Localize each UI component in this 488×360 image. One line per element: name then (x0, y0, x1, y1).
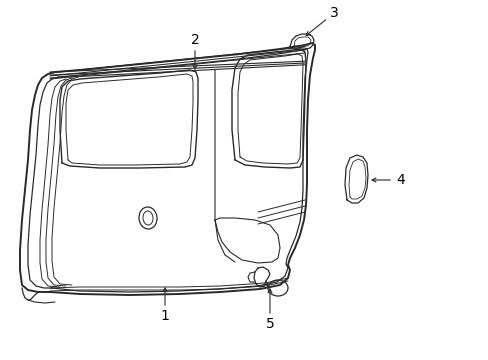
Text: 1: 1 (160, 309, 169, 323)
Text: 4: 4 (396, 173, 405, 187)
Text: 2: 2 (190, 33, 199, 47)
Text: 5: 5 (265, 317, 274, 331)
Text: 3: 3 (329, 6, 338, 20)
